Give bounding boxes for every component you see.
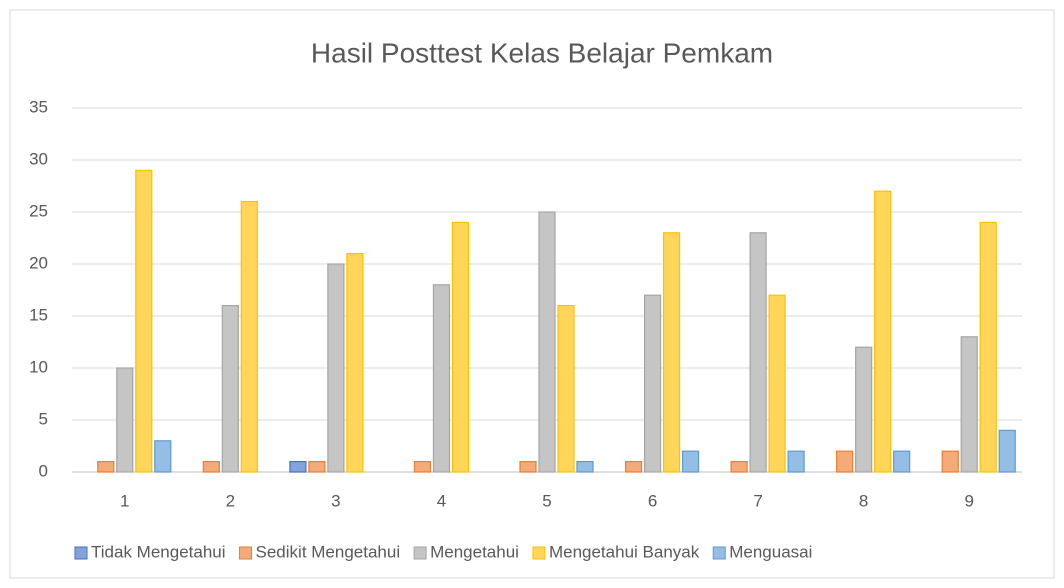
x-tick-label: 7 xyxy=(753,491,762,510)
bar xyxy=(960,336,978,473)
bar xyxy=(240,201,258,473)
legend-swatch xyxy=(532,546,546,560)
bar xyxy=(413,461,432,473)
bar xyxy=(432,284,451,473)
bar xyxy=(768,294,786,473)
legend-label: Tidak Mengetahui xyxy=(91,542,226,561)
x-tick-label: 5 xyxy=(542,491,551,510)
bar xyxy=(346,253,364,473)
y-tick-label: 35 xyxy=(29,97,48,116)
bar xyxy=(998,429,1016,473)
bar xyxy=(730,461,748,473)
x-tick-label: 1 xyxy=(120,491,129,510)
legend-swatch xyxy=(239,546,253,560)
bar xyxy=(308,461,326,473)
bar xyxy=(893,450,911,473)
bar xyxy=(787,450,805,473)
legend-label: Sedikit Mengetahui xyxy=(256,542,401,561)
bar xyxy=(662,232,681,473)
y-tick-label: 25 xyxy=(29,201,48,220)
legend-label: Menguasai xyxy=(729,542,812,561)
bar xyxy=(681,450,700,473)
x-tick-label: 4 xyxy=(437,491,446,510)
legend-label: Mengetahui xyxy=(430,542,519,561)
bar xyxy=(116,367,134,473)
y-tick-label: 5 xyxy=(39,409,48,428)
bar xyxy=(97,461,115,473)
legend-swatch xyxy=(712,546,726,560)
y-tick-label: 10 xyxy=(29,357,48,376)
x-tick-label: 9 xyxy=(964,491,973,510)
bar xyxy=(874,190,892,473)
bar xyxy=(327,263,345,473)
x-tick-label: 3 xyxy=(331,491,340,510)
y-tick-label: 30 xyxy=(29,149,48,168)
y-tick-label: 15 xyxy=(29,305,48,324)
chart-frame xyxy=(9,9,1055,579)
bar xyxy=(749,232,767,473)
legend-swatch xyxy=(74,546,88,560)
bar xyxy=(135,169,153,473)
x-tick-label: 2 xyxy=(226,491,235,510)
legend-label: Mengetahui Banyak xyxy=(549,542,700,561)
bar xyxy=(836,450,854,473)
bar xyxy=(557,305,575,473)
y-tick-label: 0 xyxy=(39,461,48,480)
legend-swatch xyxy=(413,546,427,560)
bar xyxy=(941,450,959,473)
bar xyxy=(221,305,239,473)
bar xyxy=(624,461,643,473)
bar xyxy=(576,461,594,473)
bar xyxy=(451,221,470,473)
x-tick-label: 6 xyxy=(648,491,657,510)
bar xyxy=(979,221,997,473)
bar xyxy=(289,461,307,473)
bar xyxy=(643,294,662,473)
bar xyxy=(202,461,220,473)
y-tick-label: 20 xyxy=(29,253,48,272)
chart-title: Hasil Posttest Kelas Belajar Pemkam xyxy=(311,37,773,68)
x-tick-label: 8 xyxy=(859,491,868,510)
bar xyxy=(154,440,172,473)
bar xyxy=(519,461,537,473)
bar xyxy=(855,346,873,473)
bar xyxy=(538,211,556,473)
